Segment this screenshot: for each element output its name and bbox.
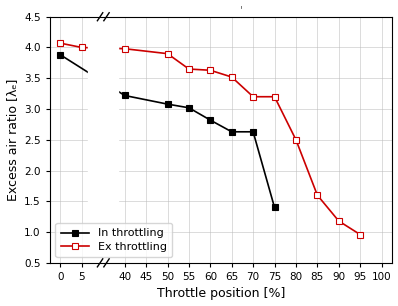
In throttling: [58, 53, 63, 57]
Y-axis label: Excess air ratio [λₑ]: Excess air ratio [λₑ]: [6, 79, 19, 201]
Ex throttling: [251, 95, 256, 99]
Ex throttling: [272, 95, 277, 99]
Ex throttling: [165, 52, 170, 55]
Legend: In throttling, Ex throttling: In throttling, Ex throttling: [55, 223, 172, 257]
Bar: [88, 17, 118, 263]
In throttling: [208, 118, 213, 122]
In throttling: [187, 106, 191, 110]
Line: Ex throttling: Ex throttling: [58, 40, 363, 237]
X-axis label: Throttle position [%]: Throttle position [%]: [157, 287, 285, 300]
In throttling: [165, 102, 170, 106]
Ex throttling: [80, 46, 84, 49]
Ex throttling: [358, 233, 363, 237]
Ex throttling: [336, 219, 341, 223]
In throttling: [229, 130, 234, 134]
Line: In throttling: In throttling: [58, 52, 277, 210]
Ex throttling: [229, 75, 234, 79]
In throttling: [251, 130, 256, 134]
Text: ': ': [240, 6, 243, 16]
Ex throttling: [122, 47, 127, 50]
In throttling: [122, 94, 127, 97]
Ex throttling: [187, 67, 191, 71]
Ex throttling: [58, 41, 63, 45]
Ex throttling: [315, 193, 320, 197]
Ex throttling: [208, 69, 213, 72]
Ex throttling: [294, 138, 298, 142]
In throttling: [272, 206, 277, 209]
